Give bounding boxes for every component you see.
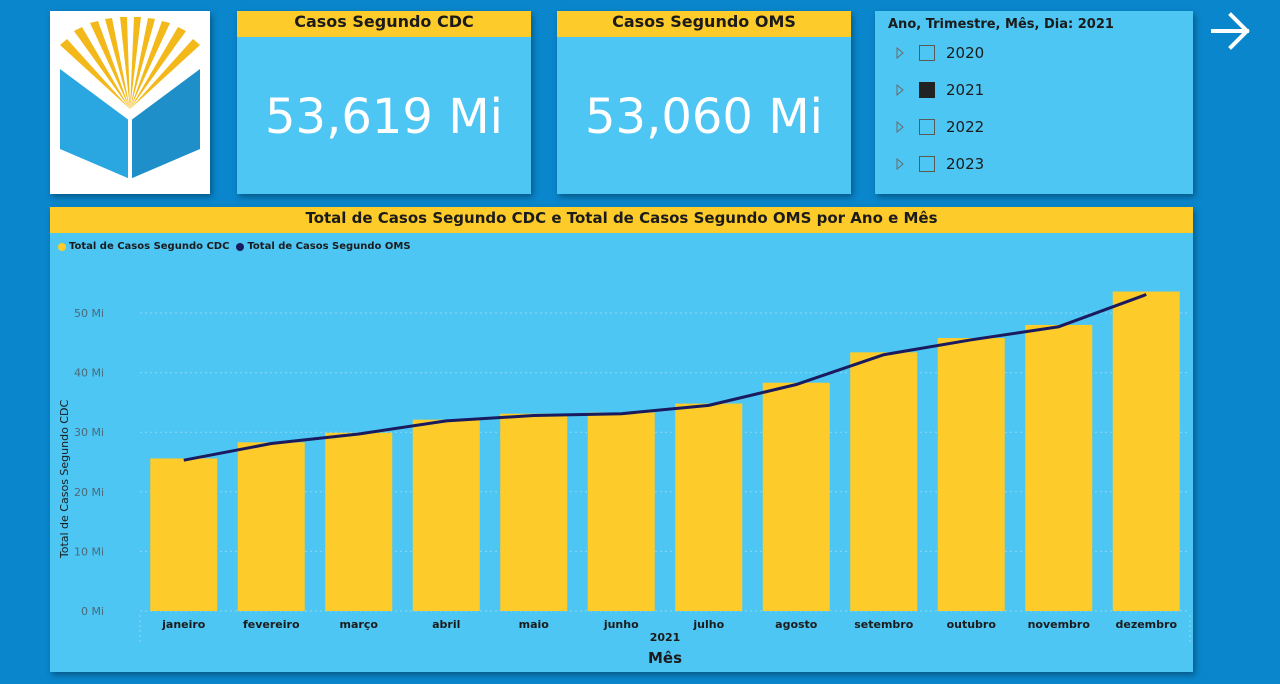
legend-marker-cdc	[58, 242, 66, 251]
x-tick-label: dezembro	[1115, 618, 1177, 631]
x-group-label: 2021	[650, 631, 681, 644]
slicer-item-label: 2023	[946, 155, 985, 173]
bar	[587, 412, 655, 611]
bar	[1025, 324, 1093, 611]
bar	[1112, 291, 1180, 611]
y-tick-label: 10 Mi	[74, 545, 104, 558]
chart-title: Total de Casos Segundo CDC e Total de Ca…	[50, 207, 1193, 233]
slicer-item-2022[interactable]: 2022	[895, 116, 984, 138]
kpi-cdc-value: 53,619 Mi	[265, 89, 503, 145]
x-tick-label: outubro	[947, 618, 997, 631]
chart-plot: 0 Mi 10 Mi 20 Mi 30 Mi 40 Mi 50 Mi janeiro feve…	[58, 291, 1191, 667]
kpi-card-oms: Casos Segundo OMS 53,060 Mi	[557, 11, 851, 194]
slicer-item-2020[interactable]: 2020	[895, 42, 984, 64]
arrow-right-icon[interactable]	[1211, 12, 1251, 50]
legend-label-oms: Total de Casos Segundo OMS	[247, 241, 411, 252]
x-tick-label: agosto	[775, 618, 818, 631]
checkbox-checked[interactable]	[919, 82, 935, 98]
slicer-item-2021[interactable]: 2021	[895, 79, 984, 101]
x-tick-label: fevereiro	[243, 618, 300, 631]
y-tick-label: 20 Mi	[74, 486, 104, 499]
x-tick-label: setembro	[854, 618, 913, 631]
x-tick-label: novembro	[1028, 618, 1091, 631]
kpi-oms-value: 53,060 Mi	[585, 89, 823, 145]
bar	[850, 352, 918, 611]
checkbox[interactable]	[919, 45, 935, 61]
bar	[150, 458, 218, 611]
x-tick-label: maio	[519, 618, 550, 631]
date-slicer: Ano, Trimestre, Mês, Dia: 2021 2020 2021…	[875, 11, 1193, 194]
x-tick-label: janeiro	[161, 618, 206, 631]
legend-item-cdc[interactable]: Total de Casos Segundo CDC	[58, 241, 229, 252]
legend-marker-oms	[236, 242, 245, 251]
x-tick-label: julho	[692, 618, 724, 631]
legend-item-oms[interactable]: Total de Casos Segundo OMS	[236, 241, 411, 252]
expand-chevron-icon[interactable]	[895, 47, 905, 59]
bar	[237, 442, 305, 611]
expand-chevron-icon[interactable]	[895, 158, 905, 170]
kpi-card-cdc: Casos Segundo CDC 53,619 Mi	[237, 11, 531, 194]
bar	[500, 413, 568, 611]
y-tick-label: 50 Mi	[74, 307, 104, 320]
checkbox[interactable]	[919, 156, 935, 172]
checkbox[interactable]	[919, 119, 935, 135]
x-tick-label: abril	[432, 618, 460, 631]
slicer-item-label: 2021	[946, 81, 985, 99]
bar	[762, 382, 830, 611]
bar	[937, 338, 1005, 611]
slicer-header: Ano, Trimestre, Mês, Dia: 2021	[888, 17, 1114, 32]
expand-chevron-icon[interactable]	[895, 121, 905, 133]
bar	[412, 419, 480, 611]
slicer-item-2023[interactable]: 2023	[895, 153, 984, 175]
x-axis-title: Mês	[648, 649, 682, 667]
combo-chart: Total de Casos Segundo CDC e Total de Ca…	[50, 207, 1193, 672]
bar	[675, 403, 743, 611]
x-tick-label: março	[340, 618, 379, 631]
kpi-oms-title: Casos Segundo OMS	[557, 11, 851, 37]
series-line	[183, 293, 1147, 462]
y-tick-label: 30 Mi	[74, 426, 104, 439]
x-tick-label: junho	[603, 618, 639, 631]
y-axis-title: Total de Casos Segundo CDC	[58, 400, 71, 560]
y-tick-label: 0 Mi	[81, 605, 104, 618]
slicer-item-label: 2022	[946, 118, 985, 136]
logo-image	[60, 17, 200, 179]
y-tick-label: 40 Mi	[74, 367, 104, 380]
slicer-item-label: 2020	[946, 44, 985, 62]
chart-legend: Total de Casos Segundo CDC Total de Caso…	[58, 241, 418, 252]
legend-label-cdc: Total de Casos Segundo CDC	[69, 241, 230, 252]
expand-chevron-icon[interactable]	[895, 84, 905, 96]
bar	[325, 432, 393, 611]
kpi-cdc-title: Casos Segundo CDC	[237, 11, 531, 37]
logo	[50, 11, 210, 194]
